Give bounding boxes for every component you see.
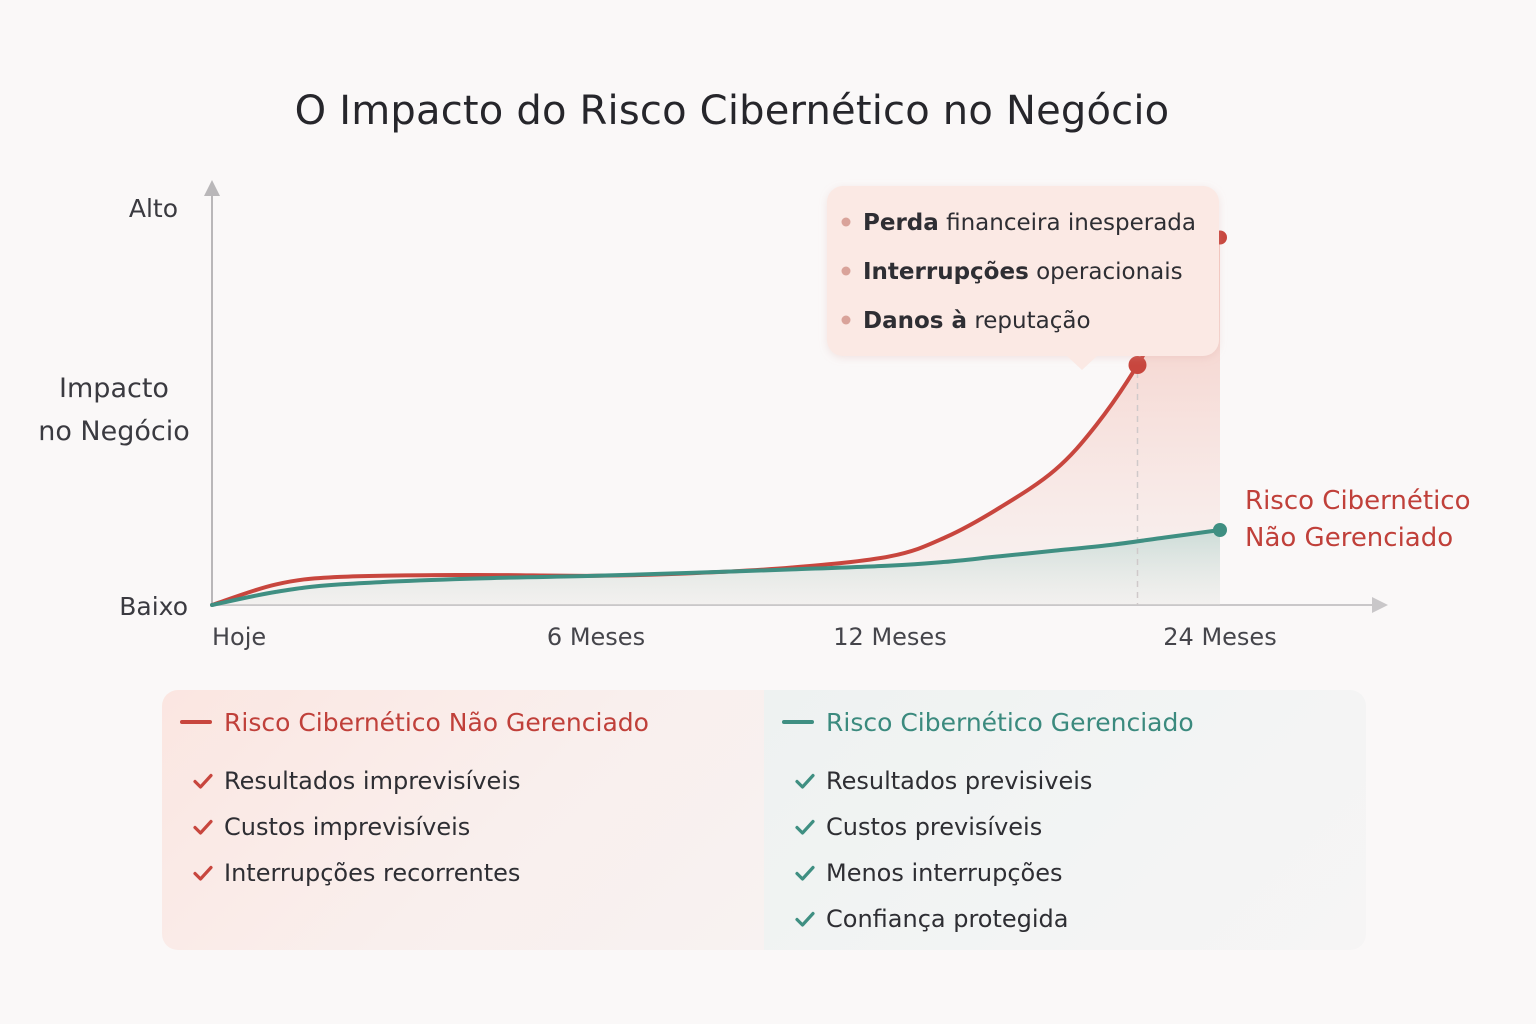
managed-risk-line (210, 528, 1222, 607)
callout-bullet-icon (841, 315, 851, 325)
y-axis-label-line-2: no Negócio (38, 416, 190, 447)
chart: Alto Baixo Impacto no Negócio Hoje 6 Mese… (38, 180, 1471, 651)
unmanaged-risk-line (210, 235, 1222, 607)
check-icon (193, 819, 213, 835)
callout-item: Danos à reputação (863, 308, 1091, 334)
callout-bullet-icon (841, 217, 851, 227)
check-icon (193, 865, 213, 881)
managed-risk-area (212, 530, 1220, 605)
y-axis-label-line-1: Impacto (59, 373, 169, 404)
callout-bullet-icon (841, 266, 851, 276)
unmanaged-marker-0 (1128, 356, 1147, 374)
red-line-swatch-icon (180, 720, 212, 724)
callout-item-rest: financeira inesperada (939, 210, 1196, 236)
callout-item-rest: operacionais (1029, 259, 1183, 285)
callout-items: Perda financeira inesperada Interrupções … (841, 210, 1196, 334)
legend-item-label: Custos imprevisíveis (224, 813, 471, 841)
legend-item: Custos imprevisíveis (180, 804, 764, 850)
legend-unmanaged-label: Risco Cibernético Não Gerenciado (224, 707, 649, 737)
x-tick-label: 6 Meses (547, 623, 645, 651)
callout-item-bold: Danos à (863, 308, 967, 334)
check-icon (193, 773, 213, 789)
callout-item-bold: Perda (863, 210, 939, 236)
managed-marker-0 (1213, 523, 1227, 537)
callout-item-rest: reputação (967, 308, 1091, 334)
green-line-swatch-icon (782, 720, 814, 724)
legend-item: Custos previsíveis (782, 804, 1366, 850)
legend-item: Interrupções recorrentes (180, 850, 764, 896)
legend-unmanaged: Risco Cibernético Não Gerenciado Resulta… (162, 690, 764, 950)
callout-item-bold: Interrupções (863, 259, 1029, 285)
x-tick-labels: Hoje 6 Meses 12 Meses 24 Meses (212, 623, 1277, 651)
y-tick-baixo: Baixo (119, 592, 188, 621)
legend-managed-label: Risco Cibernético Gerenciado (826, 707, 1194, 737)
legend-managed-header: Risco Cibernético Gerenciado (782, 704, 1366, 740)
legend-managed: Risco Cibernético Gerenciado Resultados … (764, 690, 1366, 950)
y-axis-arrow-icon (204, 180, 220, 196)
x-tick-label: 12 Meses (833, 623, 946, 651)
x-tick-label: Hoje (212, 623, 266, 651)
legend-managed-list: Resultados previsiveis Custos previsíveis… (782, 758, 1366, 942)
legend-item-label: Custos previsíveis (826, 813, 1043, 841)
legend-item: Confiança protegida (782, 896, 1366, 942)
unmanaged-end-label-line-1: Risco Cibernético (1245, 486, 1471, 516)
legend-item-label: Menos interrupções (826, 859, 1063, 887)
legend-unmanaged-header: Risco Cibernético Não Gerenciado (180, 704, 764, 740)
callout-item: Perda financeira inesperada (863, 210, 1196, 236)
x-axis-arrow-icon (1372, 597, 1388, 613)
legend-item-label: Resultados previsiveis (826, 767, 1093, 795)
legend-item: Resultados previsiveis (782, 758, 1366, 804)
legend-unmanaged-list: Resultados imprevisíveis Custos imprevisí… (180, 758, 764, 896)
legend-item-label: Interrupções recorrentes (224, 859, 521, 887)
unmanaged-end-label-line-2: Não Gerenciado (1245, 523, 1453, 553)
callout-item: Interrupções operacionais (863, 259, 1183, 285)
check-icon (795, 773, 815, 789)
check-icon (795, 865, 815, 881)
legend-item-label: Confiança protegida (826, 905, 1069, 933)
check-icon (795, 911, 815, 927)
legend-item: Menos interrupções (782, 850, 1366, 896)
check-icon (795, 819, 815, 835)
x-tick-label: 24 Meses (1163, 623, 1276, 651)
legend-item-label: Resultados imprevisíveis (224, 767, 521, 795)
callout-box (827, 186, 1219, 370)
legend-item: Resultados imprevisíveis (180, 758, 764, 804)
y-tick-alto: Alto (129, 194, 178, 223)
legend-panel: Risco Cibernético Não Gerenciado Resulta… (162, 690, 1366, 950)
page-title: O Impacto do Risco Cibernético no Negóci… (294, 88, 1170, 134)
